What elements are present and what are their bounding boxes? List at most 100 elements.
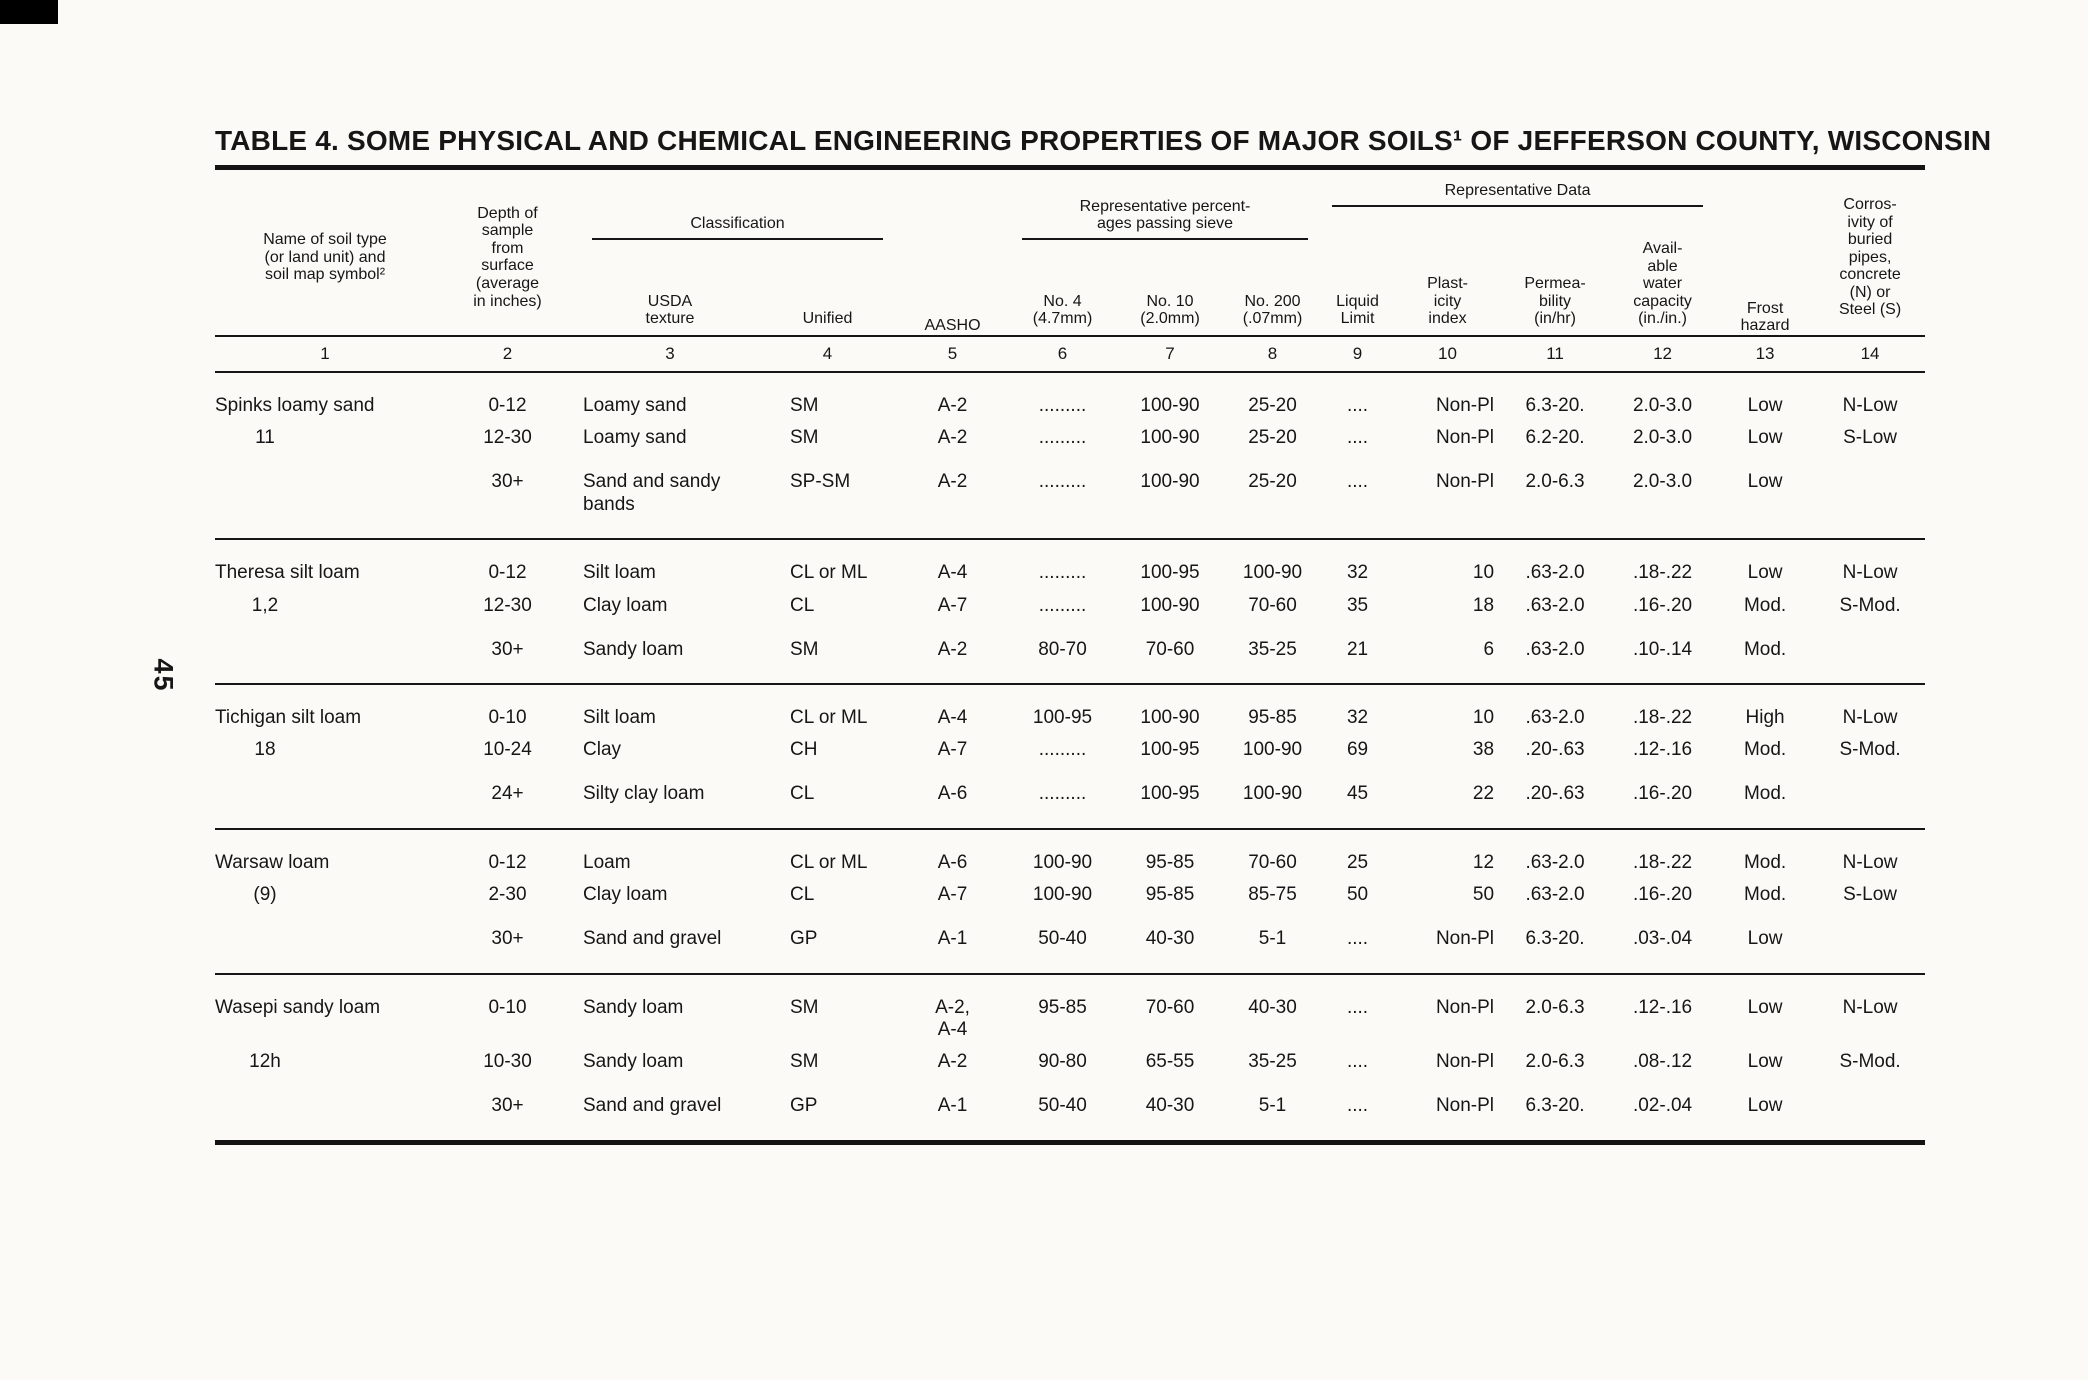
depth-cell: 10-24 (483, 739, 532, 761)
sieve-no4-cell: ......... (1038, 594, 1087, 616)
col-header-available-water-capacity: Avail- able water capacity (in./in.) (1633, 240, 1692, 328)
corrosivity-cell: S-Low (1843, 884, 1897, 906)
corrosivity-cell: S-Mod. (1839, 594, 1901, 616)
frost-hazard-cell: Mod. (1743, 739, 1787, 761)
table-row: Tichigan silt loam 0-10 Silt loam CL or ML A… (215, 684, 1925, 729)
sieve-no10-cell: 95-85 (1145, 884, 1195, 906)
sieve-no10-cell: 70-60 (1115, 628, 1226, 686)
column-number: 7 (1115, 334, 1226, 373)
sieve-no4-cell: 90-80 (1038, 1051, 1087, 1073)
available-water-capacity-cell: .18-.22 (1632, 851, 1693, 873)
table-row: Theresa silt loam 0-12 Silt loam CL or ML A-… (215, 539, 1925, 584)
liquid-limit-cell: 25 (1346, 851, 1369, 873)
column-number: 13 (1715, 334, 1816, 373)
permeability-cell: .63-2.0 (1525, 851, 1585, 873)
available-water-capacity-cell: .18-.22 (1632, 707, 1693, 728)
sieve-no10-cell: 100-90 (1115, 461, 1226, 541)
sieve-no10-cell: 100-90 (1140, 394, 1200, 416)
col-header-sieve-no200: No. 200 (.07mm) (1242, 292, 1303, 328)
depth-cell: 0-10 (488, 707, 527, 728)
table-row: 30+ Sand and gravel GP A-1 50-40 40-30 5-1....… (215, 918, 1926, 975)
plasticity-index-cell: Non-Pl (1435, 1051, 1495, 1073)
sieve-no10-cell: 95-85 (1145, 851, 1195, 873)
sieve-no10-cell: 100-90 (1140, 594, 1200, 616)
usda-texture-cell: Sandy loam (580, 628, 760, 686)
usda-texture-cell: Sand and gravel (580, 918, 760, 975)
empty-cell (215, 918, 435, 975)
column-number: 14 (1815, 334, 1926, 373)
sieve-no200-cell: 25-20 (1248, 394, 1297, 416)
sieve-no4-cell: 95-85 (1038, 996, 1087, 1018)
column-number: 11 (1500, 334, 1611, 373)
sieve-no200-cell: 100-90 (1242, 562, 1303, 584)
group-header-row: Name of soil type (or land unit) and soi… (215, 180, 1925, 334)
sieve-no200-cell: 35-25 (1225, 628, 1321, 686)
usda-texture-cell: Sand and sandy bands (580, 461, 760, 541)
permeability-cell: .63-2.0 (1525, 707, 1585, 728)
sieve-no10-cell: 40-30 (1115, 1085, 1226, 1145)
sieve-no10-cell: 100-95 (1140, 739, 1200, 761)
column-number: 2 (435, 334, 580, 373)
sieve-no4-cell: ......... (1038, 394, 1087, 416)
usda-texture-cell: Silt loam (583, 707, 656, 728)
corrosivity-cell: N-Low (1842, 851, 1898, 873)
aasho-cell: A-7 (937, 594, 968, 616)
table-row: 11 12-30 Loamy sand SM A-2......... 100-90 25-… (215, 417, 1925, 461)
sieve-no4-cell: 80-70 (1010, 628, 1116, 686)
sieve-no200-cell: 85-75 (1248, 884, 1297, 906)
aasho-cell: A-1 (895, 1085, 1011, 1145)
depth-cell: 12-30 (483, 594, 532, 616)
available-water-capacity-cell: .12-.16 (1632, 996, 1693, 1018)
sieve-no200-cell: 35-25 (1248, 1051, 1297, 1073)
depth-cell: 0-10 (488, 996, 527, 1018)
table-row: Spinks loamy sand 0-12 Loamy sand SM A-2....… (215, 372, 1925, 417)
page-number: 45 (148, 658, 179, 693)
empty-cell (215, 1085, 435, 1145)
sieve-no4-cell: 100-90 (1032, 884, 1093, 906)
soil-symbol-cell: 12h (249, 1051, 281, 1073)
aasho-cell: A-2 (895, 628, 1011, 686)
available-water-capacity-cell: .16-.20 (1610, 773, 1716, 830)
usda-texture-cell: Loamy sand (583, 427, 687, 449)
liquid-limit-cell: 32 (1346, 562, 1369, 584)
column-number: 6 (1010, 334, 1116, 373)
depth-cell: 0-12 (488, 562, 527, 584)
plasticity-index-cell: 10 (1472, 562, 1495, 584)
permeability-cell: 2.0-6.3 (1525, 1051, 1585, 1073)
column-number: 8 (1225, 334, 1321, 373)
liquid-limit-cell: 35 (1346, 594, 1369, 616)
usda-texture-cell: Sandy loam (583, 996, 684, 1018)
column-number: 9 (1320, 334, 1396, 373)
frost-hazard-cell: Low (1747, 562, 1783, 584)
usda-texture-cell: Clay loam (583, 884, 668, 906)
usda-texture-cell: Silt loam (583, 562, 656, 584)
corrosivity-cell: N-Low (1842, 996, 1898, 1018)
available-water-capacity-cell: 2.0-3.0 (1632, 394, 1693, 416)
column-number: 12 (1610, 334, 1716, 373)
usda-texture-cell: Silty clay loam (580, 773, 760, 830)
col-header-unified: Unified (802, 310, 853, 328)
usda-texture-cell: Sandy loam (583, 1051, 684, 1073)
aasho-cell: A-2 (937, 394, 968, 416)
unified-cell: CL or ML (790, 851, 868, 873)
depth-cell: 24+ (435, 773, 580, 830)
sieve-no10-cell: 100-95 (1115, 773, 1226, 830)
sieve-no10-cell: 65-55 (1145, 1051, 1195, 1073)
sieve-no4-cell: 100-90 (1032, 851, 1093, 873)
corrosivity-cell (1815, 918, 1926, 975)
col-header-permeability: Permea- bility (in/hr) (1524, 275, 1586, 328)
col-header-frost-hazard: Frost hazard (1740, 299, 1790, 335)
sieve-no200-cell: 40-30 (1248, 996, 1297, 1018)
column-number: 4 (760, 334, 896, 373)
table-row: Warsaw loam 0-12 Loam CL or ML A-6 100-90 95-8… (215, 829, 1925, 874)
frost-hazard-cell: Mod. (1743, 884, 1787, 906)
frost-hazard-cell: Mod. (1743, 594, 1787, 616)
sieve-no4-cell: 50-40 (1010, 1085, 1116, 1145)
col-header-plasticity-index: Plast- icity index (1427, 275, 1468, 328)
col-header-liquid-limit: Liquid Limit (1336, 292, 1379, 328)
unified-cell: CL or ML (790, 707, 868, 728)
aasho-cell: A-2, A-4 (935, 996, 970, 1041)
plasticity-index-cell: 22 (1395, 773, 1501, 830)
scan-artifact (0, 0, 58, 24)
group-header-sieve: Representative percent- ages passing sie… (1010, 180, 1320, 240)
